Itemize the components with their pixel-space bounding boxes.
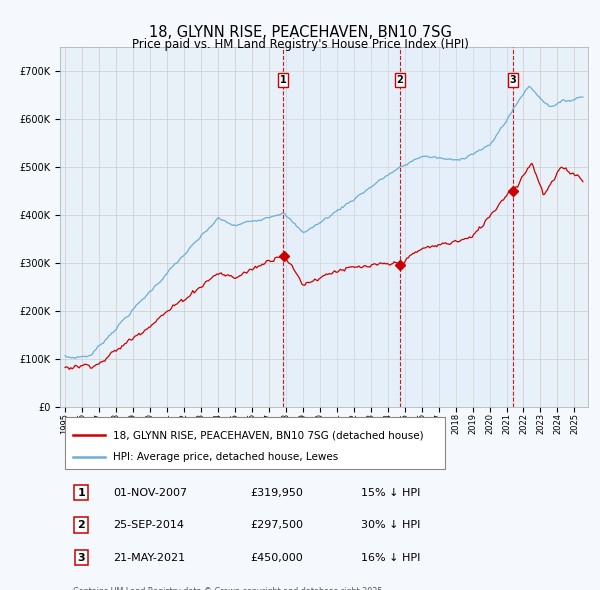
Text: 2: 2: [77, 520, 85, 530]
Text: 18, GLYNN RISE, PEACEHAVEN, BN10 7SG (detached house): 18, GLYNN RISE, PEACEHAVEN, BN10 7SG (de…: [113, 430, 424, 440]
Text: HPI: Average price, detached house, Lewes: HPI: Average price, detached house, Lewe…: [113, 451, 338, 461]
Text: 1: 1: [280, 74, 286, 84]
Text: £319,950: £319,950: [250, 487, 303, 497]
Text: Price paid vs. HM Land Registry's House Price Index (HPI): Price paid vs. HM Land Registry's House …: [131, 38, 469, 51]
Text: 25-SEP-2014: 25-SEP-2014: [113, 520, 184, 530]
Text: Contains HM Land Registry data © Crown copyright and database right 2025.
This d: Contains HM Land Registry data © Crown c…: [73, 587, 385, 590]
Text: 3: 3: [77, 553, 85, 563]
FancyBboxPatch shape: [65, 417, 445, 468]
Bar: [283, 47, 513, 407]
Text: £297,500: £297,500: [250, 520, 303, 530]
Text: 21-MAY-2021: 21-MAY-2021: [113, 553, 185, 563]
Text: 30% ↓ HPI: 30% ↓ HPI: [361, 520, 421, 530]
Text: 1: 1: [77, 487, 85, 497]
Text: 15% ↓ HPI: 15% ↓ HPI: [361, 487, 421, 497]
Text: 01-NOV-2007: 01-NOV-2007: [113, 487, 187, 497]
Text: 3: 3: [510, 74, 517, 84]
Text: 18, GLYNN RISE, PEACEHAVEN, BN10 7SG: 18, GLYNN RISE, PEACEHAVEN, BN10 7SG: [149, 25, 451, 40]
Text: 16% ↓ HPI: 16% ↓ HPI: [361, 553, 421, 563]
Text: £450,000: £450,000: [250, 553, 303, 563]
Text: 2: 2: [397, 74, 403, 84]
